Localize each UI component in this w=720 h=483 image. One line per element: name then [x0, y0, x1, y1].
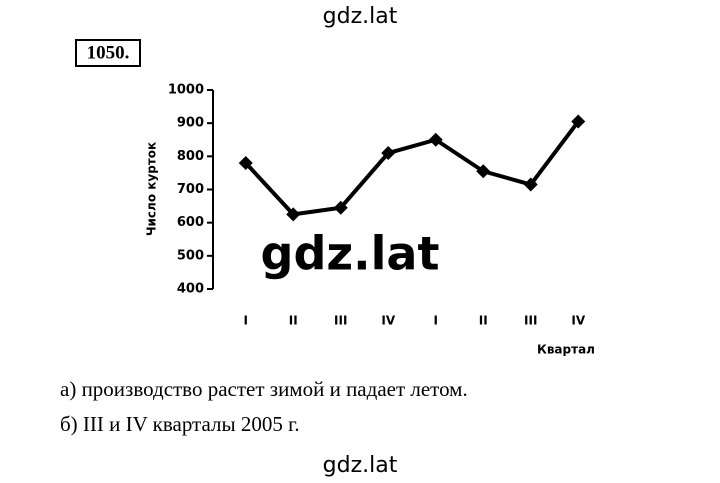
- answer-a: а) производство растет зимой и падает ле…: [60, 377, 468, 401]
- y-tick-label: 400: [177, 282, 204, 297]
- y-tick-label: 700: [177, 182, 204, 197]
- y-tick-label: 500: [177, 248, 204, 263]
- x-axis-label: Квартал: [537, 343, 595, 357]
- header-watermark: gdz.lat: [323, 4, 398, 29]
- marker: [428, 132, 443, 147]
- y-tick-label: 800: [177, 149, 204, 164]
- answer-b: б) III и IV кварталы 2005 г.: [60, 412, 300, 436]
- problem-number: 1050.: [87, 42, 130, 63]
- watermark: gdz.lat: [261, 227, 440, 281]
- marker: [381, 146, 396, 161]
- marker: [476, 164, 491, 179]
- marker: [523, 177, 538, 192]
- x-tick-label: III: [524, 314, 537, 328]
- y-tick-label: 900: [177, 116, 204, 131]
- x-tick-label: IV: [571, 314, 585, 328]
- x-tick-label: III: [334, 314, 347, 328]
- y-tick-label: 600: [177, 215, 204, 230]
- marker: [286, 207, 301, 222]
- x-tick-label: I: [434, 314, 438, 328]
- marker: [333, 200, 348, 215]
- y-tick-label: 1000: [168, 83, 204, 98]
- x-tick-label: II: [289, 314, 298, 328]
- y-axis-label: Число курток: [145, 142, 159, 236]
- x-tick-label: IV: [381, 314, 395, 328]
- x-tick-label: II: [479, 314, 488, 328]
- marker: [238, 155, 253, 170]
- x-tick-label: I: [244, 314, 248, 328]
- line: [244, 120, 580, 217]
- footer-watermark: gdz.lat: [323, 453, 398, 478]
- number-box: [75, 39, 141, 67]
- marker: [571, 114, 586, 129]
